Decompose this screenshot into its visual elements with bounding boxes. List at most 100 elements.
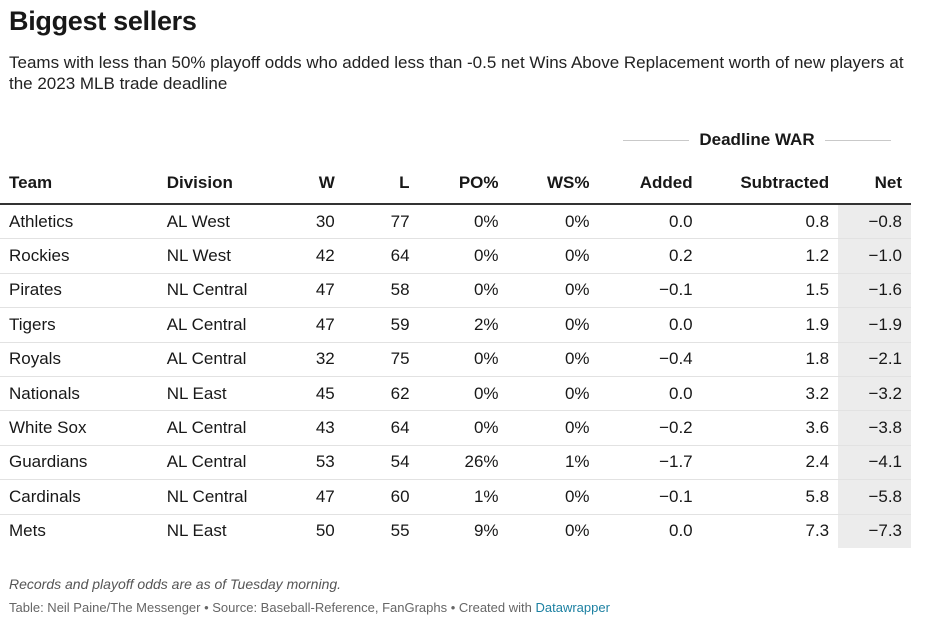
cell-subtracted: 3.2 [701, 376, 839, 412]
cell-losses: 64 [343, 238, 419, 274]
table-row: Rockies NL West 42 64 0% 0% 0.2 1.2 −1.0 [0, 238, 911, 274]
cell-ws-odds: 0% [507, 273, 599, 309]
column-header-net[interactable]: Net [838, 163, 911, 205]
cell-subtracted: 5.8 [701, 479, 839, 515]
table-row: Royals AL Central 32 75 0% 0% −0.4 1.8 −2.1 [0, 342, 911, 377]
cell-added: −0.1 [598, 273, 702, 309]
cell-losses: 77 [343, 204, 419, 240]
cell-team: Cardinals [0, 479, 158, 515]
datawrapper-link[interactable]: Datawrapper [535, 600, 610, 615]
cell-added: −0.1 [598, 479, 702, 515]
table-footer: Table: Neil Paine/The Messenger • Source… [9, 600, 610, 615]
cell-ws-odds: 0% [507, 479, 599, 515]
cell-team: Tigers [0, 307, 158, 343]
cell-ws-odds: 0% [564, 521, 590, 541]
cell-ws-odds: 0% [507, 307, 599, 343]
cell-playoff-odds: 26% [418, 445, 508, 481]
cell-ws-odds: 0% [507, 204, 599, 240]
cell-net: −2.1 [838, 342, 911, 377]
column-header-ws-odds[interactable]: WS% [507, 163, 599, 205]
cell-ws-odds: 0% [507, 342, 599, 377]
cell-added: −0.2 [598, 410, 702, 446]
cell-subtracted: 3.6 [701, 410, 839, 446]
cell-losses: 54 [343, 445, 419, 481]
cell-added: 0.2 [598, 238, 702, 274]
table-row: Pirates NL Central 47 58 0% 0% −0.1 1.5 −1.6 [0, 273, 911, 309]
table-row: Nationals NL East 45 62 0% 0% 0.0 3.2 −3.2 [0, 376, 911, 412]
column-header-wins[interactable]: W [275, 163, 344, 205]
cell-team: White Sox [0, 410, 158, 446]
cell-ws-odds: 0% [507, 238, 599, 274]
cell-division: AL West [157, 204, 275, 240]
cell-team: Nationals [0, 376, 158, 412]
cell-division: NL Central [157, 479, 275, 515]
cell-wins: 47 [275, 479, 344, 515]
cell-subtracted: 2.4 [701, 445, 839, 481]
cell-added: 0.0 [598, 376, 702, 412]
cell-losses: 64 [343, 410, 419, 446]
cell-losses: 58 [343, 273, 419, 309]
cell-added: 0.0 [669, 521, 693, 541]
cell-playoff-odds: 2% [418, 307, 508, 343]
cell-division: NL East [166, 521, 227, 541]
cell-ws-odds: 0% [507, 376, 599, 412]
table-row: Mets NL East 50 55 9% 0% 0.0 7.3 −7.3 [0, 514, 911, 548]
column-header-subtracted[interactable]: Subtracted [701, 163, 839, 205]
table-row: Guardians AL Central 53 54 26% 1% −1.7 2.4 −4.1 [0, 445, 911, 481]
table-note: Records and playoff odds are as of Tuesd… [9, 576, 342, 592]
cell-added: 0.0 [598, 307, 702, 343]
cell-wins: 50 [315, 521, 335, 541]
cell-division: NL East [157, 376, 275, 412]
deadline-war-spanner: Deadline WAR [623, 128, 891, 152]
column-header-team[interactable]: Team [0, 163, 158, 205]
cell-losses: 59 [343, 307, 419, 343]
cell-wins: 47 [275, 307, 344, 343]
cell-wins: 45 [275, 376, 344, 412]
cell-losses: 55 [390, 521, 410, 541]
cell-team: Pirates [0, 273, 158, 309]
column-header-added[interactable]: Added [598, 163, 702, 205]
cell-team: Mets [9, 521, 46, 541]
cell-team: Rockies [0, 238, 158, 274]
cell-division: AL Central [157, 307, 275, 343]
cell-team: Athletics [0, 204, 158, 240]
cell-net: −1.6 [838, 273, 911, 309]
cell-wins: 47 [275, 273, 344, 309]
table-row: Athletics AL West 30 77 0% 0% 0.0 0.8 −0.8 [0, 204, 911, 240]
cell-wins: 30 [275, 204, 344, 240]
cell-division: AL Central [157, 445, 275, 481]
cell-subtracted: 7.3 [805, 521, 830, 541]
chart-title: Biggest sellers [9, 6, 197, 36]
cell-team: Royals [0, 342, 158, 377]
cell-subtracted: 1.2 [701, 238, 839, 274]
column-header-losses[interactable]: L [343, 163, 419, 205]
cell-wins: 53 [275, 445, 344, 481]
cell-team: Guardians [0, 445, 158, 481]
cell-subtracted: 1.9 [701, 307, 839, 343]
cell-net: −7.3 [838, 514, 911, 548]
cell-added: 0.0 [598, 204, 702, 240]
cell-playoff-odds: 0% [418, 238, 508, 274]
table-row: Cardinals NL Central 47 60 1% 0% −0.1 5.8 −5.8 [0, 479, 911, 515]
cell-division: NL Central [157, 273, 275, 309]
chart-subtitle: Teams with less than 50% playoff odds wh… [9, 53, 904, 93]
cell-net: −1.9 [838, 307, 911, 343]
cell-wins: 42 [275, 238, 344, 274]
cell-net: −1.0 [838, 238, 911, 274]
sellers-table: Team Division W L PO% WS% Added Subtract… [0, 163, 911, 548]
cell-division: NL West [157, 238, 275, 274]
column-header-playoff-odds[interactable]: PO% [418, 163, 508, 205]
cell-net: −5.8 [838, 479, 911, 515]
cell-net: −0.8 [838, 204, 911, 240]
cell-division: AL Central [157, 410, 275, 446]
cell-added: −1.7 [598, 445, 702, 481]
cell-net: −3.2 [838, 376, 911, 412]
cell-playoff-odds: 1% [418, 479, 508, 515]
footer-text: Table: Neil Paine/The Messenger • Source… [9, 600, 536, 615]
cell-ws-odds: 0% [507, 410, 599, 446]
cell-playoff-odds: 0% [418, 204, 508, 240]
cell-playoff-odds: 0% [418, 342, 508, 377]
column-header-division[interactable]: Division [157, 163, 275, 205]
cell-subtracted: 0.8 [701, 204, 839, 240]
